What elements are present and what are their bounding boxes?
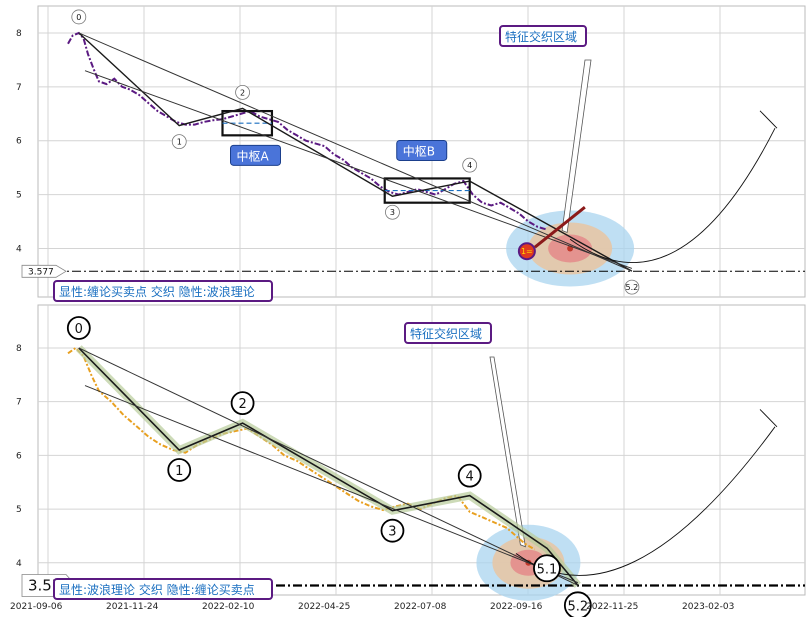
legend-text: 显性:波浪理论 交织 隐性:缠论买卖点 xyxy=(59,582,255,597)
target-zone-arrow xyxy=(489,356,526,548)
target-zone-label: 特征交织区域 xyxy=(410,326,482,341)
target-zone-arrow xyxy=(561,59,592,234)
y-tick-label: 7 xyxy=(16,83,22,93)
y-tick-label: 6 xyxy=(16,451,22,461)
y-tick-label: 4 xyxy=(16,559,22,569)
bi-point-marker xyxy=(71,9,87,25)
channel-line-upper xyxy=(84,70,633,269)
target-zone-label-box xyxy=(499,25,587,47)
target-marker-label: 1= xyxy=(521,247,533,256)
bi-point-marker xyxy=(235,84,250,100)
reference-value-label: 3.577 xyxy=(28,267,54,277)
reversal-stroke xyxy=(533,206,586,249)
x-tick-label: 2022-09-16 xyxy=(490,602,543,612)
y-tick-label: 7 xyxy=(16,398,22,408)
y-tick-label: 6 xyxy=(16,137,22,147)
projection-arrowhead xyxy=(759,409,778,428)
bi-point-label: 2 xyxy=(240,88,245,97)
bi-point-label: 5.2 xyxy=(568,599,589,614)
bi-point-marker xyxy=(380,518,405,543)
x-tick-label: 2021-11-24 xyxy=(106,602,159,612)
price-series-line xyxy=(67,346,536,551)
zhongshu-label: 中枢A xyxy=(237,148,270,163)
bi-point-label: 3 xyxy=(388,525,396,540)
bi-point-label: 5.2 xyxy=(626,283,639,292)
bi-point-label: 0 xyxy=(76,13,81,22)
bi-point-label: 2 xyxy=(238,397,246,412)
x-tick-label: 2022-11-25 xyxy=(586,602,638,612)
bi-point-label: 1 xyxy=(175,464,183,479)
x-tick-label: 2022-04-25 xyxy=(298,602,350,612)
plot-frame xyxy=(37,304,806,596)
target-zone-label: 特征交织区域 xyxy=(505,29,577,44)
legend-box xyxy=(53,280,273,302)
bi-point-label: 5.1 xyxy=(537,562,558,577)
x-tick-label: 2021-09-06 xyxy=(10,602,63,612)
channel-line xyxy=(78,32,633,272)
x-tick-label: 2023-02-03 xyxy=(682,602,734,612)
bi-point-label: 4 xyxy=(467,161,472,170)
bi-point-marker xyxy=(457,463,482,488)
bi-point-marker xyxy=(171,134,187,150)
bi-point-label: 1 xyxy=(177,138,182,147)
bi-point-label: 3 xyxy=(390,208,395,217)
zhongshu-label-box xyxy=(230,144,281,166)
y-tick-label: 5 xyxy=(16,191,22,201)
x-axis: 2021-09-06 2021-11-24 2022-02-10 2022-04-25… xyxy=(10,602,734,612)
y-tick-label: 8 xyxy=(16,344,22,354)
bi-point-marker xyxy=(462,157,478,173)
legend-text: 显性:缠论买卖点 交织 隐性:波浪理论 xyxy=(59,284,255,299)
bi-point-marker xyxy=(230,391,255,416)
y-tick-label: 4 xyxy=(16,245,22,255)
y-tick-label: 8 xyxy=(16,29,22,39)
bi-point-marker xyxy=(66,316,91,340)
target-marker xyxy=(517,242,536,261)
bi-point-marker xyxy=(533,554,561,583)
channel-line xyxy=(78,347,579,586)
projection-arrowhead xyxy=(759,110,778,129)
reference-tag xyxy=(21,264,67,278)
bi-point-marker xyxy=(167,458,192,482)
bi-point-marker xyxy=(385,204,400,220)
channel-line-upper xyxy=(84,385,579,584)
bi-point-label: 4 xyxy=(466,470,474,485)
bi-point-label: 0 xyxy=(75,322,83,337)
y-tick-label: 5 xyxy=(16,505,22,515)
x-tick-label: 2022-07-08 xyxy=(394,602,447,612)
legend-box xyxy=(53,578,273,600)
bi-point-marker xyxy=(563,591,592,617)
zhongshu-label-box xyxy=(396,139,448,161)
x-tick-label: 2022-02-10 xyxy=(202,602,255,612)
bi-stroke-line xyxy=(78,347,579,586)
zhongshu-label: 中枢B xyxy=(403,143,435,158)
top-panel: 4 5 6 7 8 特征交织区域 3.577 中枢A 中枢B 0 1 2 3 4 5.2 1= 显性:缠论买卖点… xyxy=(16,5,806,302)
projection-arc xyxy=(569,128,776,263)
bi-point-marker xyxy=(624,279,640,295)
target-zone-label-box xyxy=(404,322,492,344)
bi-stroke-line xyxy=(78,32,633,272)
price-series-line xyxy=(67,31,548,231)
